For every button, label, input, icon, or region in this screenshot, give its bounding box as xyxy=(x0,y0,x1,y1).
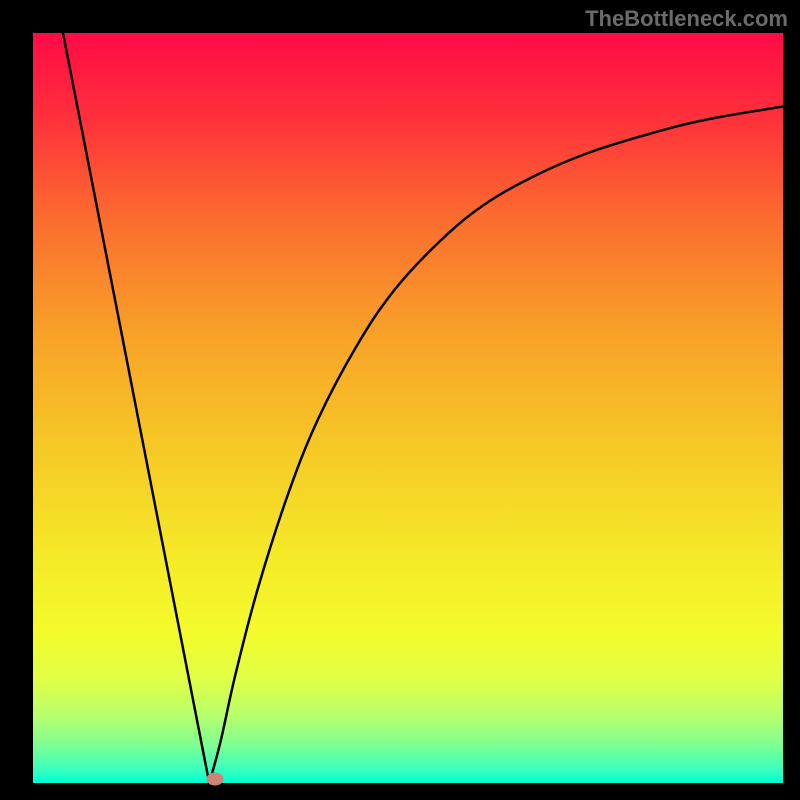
optimum-marker xyxy=(207,772,224,785)
plot-area xyxy=(33,33,783,783)
watermark-text: TheBottleneck.com xyxy=(585,6,788,32)
bottleneck-curve xyxy=(33,33,783,783)
